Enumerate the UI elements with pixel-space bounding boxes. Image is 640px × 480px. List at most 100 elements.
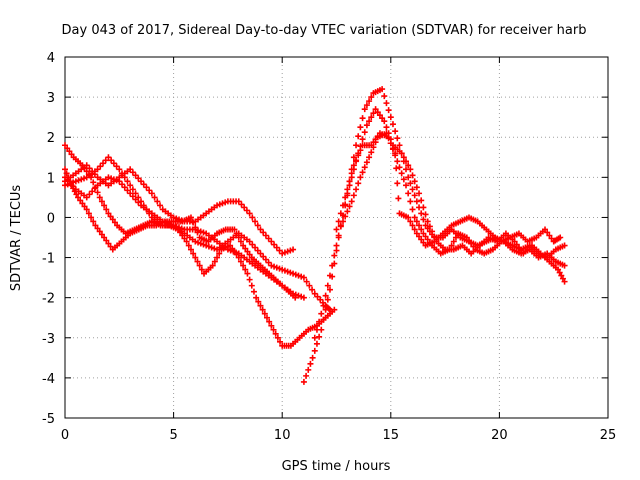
data-point-fill <box>105 240 112 247</box>
x-tick-label: 0 <box>61 428 69 443</box>
data-point-fill <box>548 235 555 242</box>
data-point-fill <box>420 239 427 246</box>
data-point <box>342 194 349 201</box>
data-point-fill <box>418 226 425 233</box>
data-point <box>422 222 429 229</box>
data-point-fill <box>394 180 401 187</box>
data-point-fill <box>422 233 429 240</box>
data-point <box>62 142 68 149</box>
data-point-fill <box>268 322 275 329</box>
data-point-fill <box>322 306 329 313</box>
data-point-fill <box>85 210 92 217</box>
data-point <box>413 198 420 205</box>
data-point <box>557 234 564 241</box>
data-point-fill <box>359 169 366 176</box>
data-point-fill <box>546 232 553 239</box>
data-point-fill <box>66 148 73 155</box>
data-point-fill <box>368 149 375 156</box>
data-point-fill <box>98 231 105 238</box>
series-track-4 <box>62 174 307 301</box>
data-point-fill <box>103 206 110 213</box>
data-point-fill <box>246 276 253 283</box>
data-point-fill <box>254 222 261 229</box>
y-tick-label: 3 <box>47 91 55 106</box>
data-point-fill <box>248 282 255 289</box>
data-point <box>340 218 347 225</box>
x-tick-label: 10 <box>274 428 291 443</box>
data-point-fill <box>250 288 257 295</box>
data-point <box>329 262 336 269</box>
data-point <box>246 210 253 217</box>
data-point <box>240 242 247 249</box>
data-point-fill <box>348 170 355 177</box>
data-point <box>561 278 568 285</box>
data-point <box>463 234 470 241</box>
data-point <box>396 142 403 149</box>
y-tick-label: -4 <box>42 372 55 387</box>
data-point-fill <box>83 168 90 175</box>
data-point-fill <box>272 330 279 337</box>
data-point <box>231 226 238 233</box>
data-point-fill <box>431 233 438 240</box>
data-point-fill <box>368 114 375 121</box>
data-point-fill <box>411 226 418 233</box>
data-point <box>96 194 103 201</box>
data-point <box>337 222 344 229</box>
data-point-fill <box>409 172 416 179</box>
data-point <box>138 178 145 185</box>
data-point-fill <box>277 338 284 345</box>
data-point-fill <box>359 115 366 122</box>
data-point-fill <box>363 159 370 166</box>
data-point-fill <box>185 242 192 249</box>
data-point-fill <box>322 292 329 299</box>
data-point-fill <box>129 193 136 200</box>
data-point <box>311 290 318 297</box>
data-point <box>105 210 112 217</box>
data-point-fill <box>257 302 264 309</box>
data-point <box>261 310 268 317</box>
data-point <box>148 190 155 197</box>
data-point-fill <box>353 157 360 164</box>
data-point <box>290 246 297 253</box>
data-point-fill <box>196 262 203 269</box>
data-point-fill <box>109 216 116 223</box>
data-point-fill <box>385 135 392 142</box>
data-point <box>348 198 355 205</box>
data-point-fill <box>249 214 256 221</box>
data-point <box>350 162 357 169</box>
series-track-2 <box>62 166 299 301</box>
data-point-fill <box>370 110 377 117</box>
data-point <box>403 182 410 189</box>
data-point-fill <box>411 192 418 199</box>
data-point <box>561 242 568 249</box>
data-point-fill <box>262 256 269 263</box>
data-point <box>94 166 101 173</box>
data-point-fill <box>470 243 477 250</box>
data-point-fill <box>108 157 115 164</box>
data-point-fill <box>355 133 362 140</box>
data-point <box>75 194 82 201</box>
data-point-fill <box>237 258 244 265</box>
data-point <box>246 238 253 245</box>
data-point-fill <box>372 139 379 146</box>
data-point-fill <box>346 178 353 185</box>
data-point <box>300 378 307 385</box>
data-point-fill <box>103 237 110 244</box>
data-point-fill <box>335 232 342 239</box>
data-point-fill <box>194 258 201 265</box>
y-tick-label: 2 <box>47 131 55 146</box>
data-point-fill <box>316 333 323 340</box>
series-track-9 <box>340 130 568 261</box>
data-point-fill <box>409 222 416 229</box>
data-point-fill <box>333 242 340 249</box>
data-point-fill <box>326 272 333 279</box>
data-point-fill <box>243 207 250 214</box>
data-point-fill <box>132 190 139 197</box>
data-point <box>62 166 68 173</box>
data-point-fill <box>398 170 405 177</box>
data-point <box>413 230 420 237</box>
data-point-fill <box>240 262 247 269</box>
data-point-fill <box>363 102 370 109</box>
data-point <box>333 226 340 233</box>
data-points <box>62 86 568 385</box>
